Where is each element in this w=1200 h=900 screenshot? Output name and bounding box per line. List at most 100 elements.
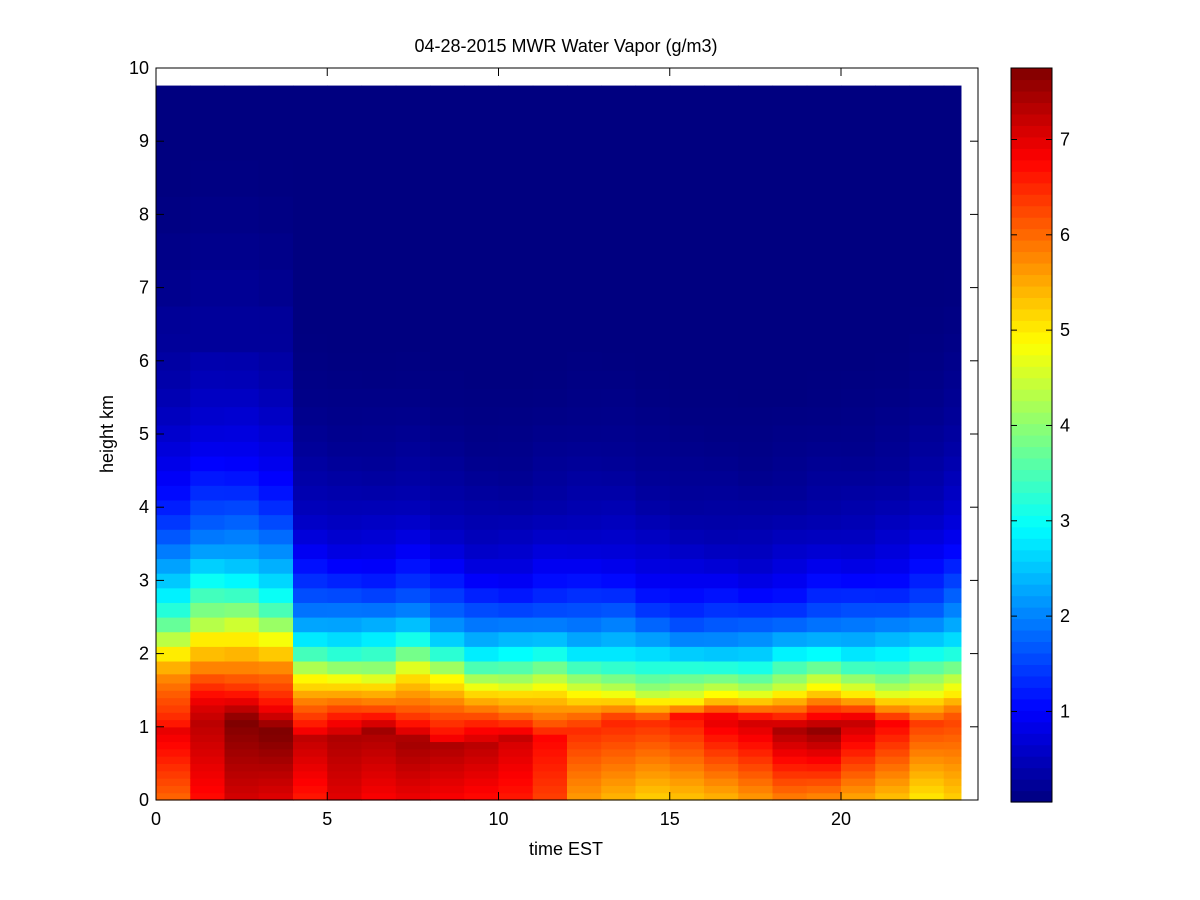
heatmap-cell (909, 499, 945, 516)
heatmap-cell (738, 558, 774, 574)
heatmap-cell (395, 778, 431, 786)
heatmap-cell (258, 406, 294, 426)
heatmap-cell (464, 305, 500, 334)
heatmap-cell (395, 499, 431, 516)
heatmap-cell (293, 455, 328, 472)
heatmap-cell (327, 485, 363, 501)
heatmap-cell (395, 682, 431, 691)
heatmap-cell (943, 269, 962, 307)
heatmap-cell (498, 514, 534, 530)
heatmap-cell (361, 514, 397, 530)
heatmap-cell (704, 734, 739, 743)
heatmap-cell (258, 785, 294, 794)
heatmap-cell (190, 333, 226, 353)
heatmap-cells (156, 85, 962, 801)
heatmap-cell (841, 388, 876, 408)
heatmap-cell (190, 406, 226, 426)
heatmap-cell (464, 726, 500, 735)
colorbar-band (1011, 412, 1052, 425)
heatmap-cell (395, 704, 431, 713)
heatmap-cell (635, 690, 671, 699)
heatmap-cell (190, 673, 226, 684)
heatmap-cell (635, 485, 671, 501)
y-tick-label: 2 (139, 644, 149, 664)
heatmap-cell (669, 529, 705, 545)
colorbar-band (1011, 607, 1052, 620)
heatmap-cell (943, 558, 962, 574)
colorbar-band (1011, 205, 1052, 218)
heatmap-cell (498, 424, 534, 442)
x-tick-label: 10 (488, 809, 508, 829)
heatmap-cell (772, 333, 808, 353)
heatmap-cell (875, 673, 911, 684)
heatmap-cell (293, 660, 328, 675)
heatmap-cell (704, 369, 739, 389)
heatmap-cell (943, 602, 962, 618)
heatmap-cell (601, 351, 637, 371)
heatmap-cell (498, 351, 534, 371)
heatmap-cell (532, 704, 568, 713)
heatmap-cell (841, 697, 876, 706)
colorbar-band (1011, 90, 1052, 104)
heatmap-cell (327, 756, 363, 764)
heatmap-cell (293, 543, 328, 560)
heatmap-cell (327, 587, 363, 603)
heatmap-cell (498, 232, 534, 270)
heatmap-cell (224, 514, 260, 530)
heatmap-cell (841, 704, 876, 713)
heatmap-cell (669, 573, 705, 589)
heatmap-cell (224, 785, 260, 794)
heatmap-cell (190, 734, 226, 743)
heatmap-cell (635, 406, 671, 426)
heatmap-cell (464, 646, 500, 662)
heatmap-cell (224, 792, 260, 801)
heatmap-cell (875, 441, 911, 457)
heatmap-cell (772, 712, 808, 721)
heatmap-cell (635, 719, 671, 728)
heatmap-cell (943, 470, 962, 486)
heatmap-cell (738, 369, 774, 389)
heatmap-cell (361, 388, 397, 408)
heatmap-cell (430, 792, 465, 801)
heatmap-cell (327, 351, 363, 371)
heatmap-cell (293, 485, 328, 501)
colorbar-tick-label: 4 (1060, 415, 1070, 435)
heatmap-cell (806, 785, 842, 794)
heatmap-cell (704, 499, 739, 516)
heatmap-cell (704, 756, 739, 764)
heatmap-cell (738, 305, 774, 334)
heatmap-cell (875, 388, 911, 408)
heatmap-cell (772, 778, 808, 786)
heatmap-cell (156, 470, 191, 486)
heatmap-cell (567, 455, 602, 472)
heatmap-cell (601, 455, 637, 472)
colorbar-band (1011, 641, 1052, 654)
heatmap-cell (224, 388, 260, 408)
heatmap-cell (875, 573, 911, 589)
heatmap-cell (224, 673, 260, 684)
heatmap-cell (327, 573, 363, 589)
heatmap-cell (498, 441, 534, 457)
heatmap-cell (841, 351, 876, 371)
heatmap-cell (943, 778, 962, 786)
heatmap-cell (293, 704, 328, 713)
heatmap-cell (567, 485, 602, 501)
heatmap-cell (635, 785, 671, 794)
heatmap-cell (224, 631, 260, 647)
heatmap-cell (841, 602, 876, 618)
heatmap-cell (293, 470, 328, 486)
heatmap-cell (875, 682, 911, 691)
heatmap-cell (738, 673, 774, 684)
heatmap-cell (464, 756, 500, 764)
heatmap-cell (293, 719, 328, 728)
heatmap-cell (567, 756, 602, 764)
heatmap-cell (909, 122, 945, 161)
heatmap-cell (601, 602, 637, 618)
heatmap-cell (464, 673, 500, 684)
heatmap-cell (190, 785, 226, 794)
heatmap-cell (909, 726, 945, 735)
heatmap-cell (224, 305, 260, 334)
heatmap-cell (156, 499, 191, 516)
colorbar-band (1011, 297, 1052, 310)
heatmap-cell (532, 741, 568, 750)
